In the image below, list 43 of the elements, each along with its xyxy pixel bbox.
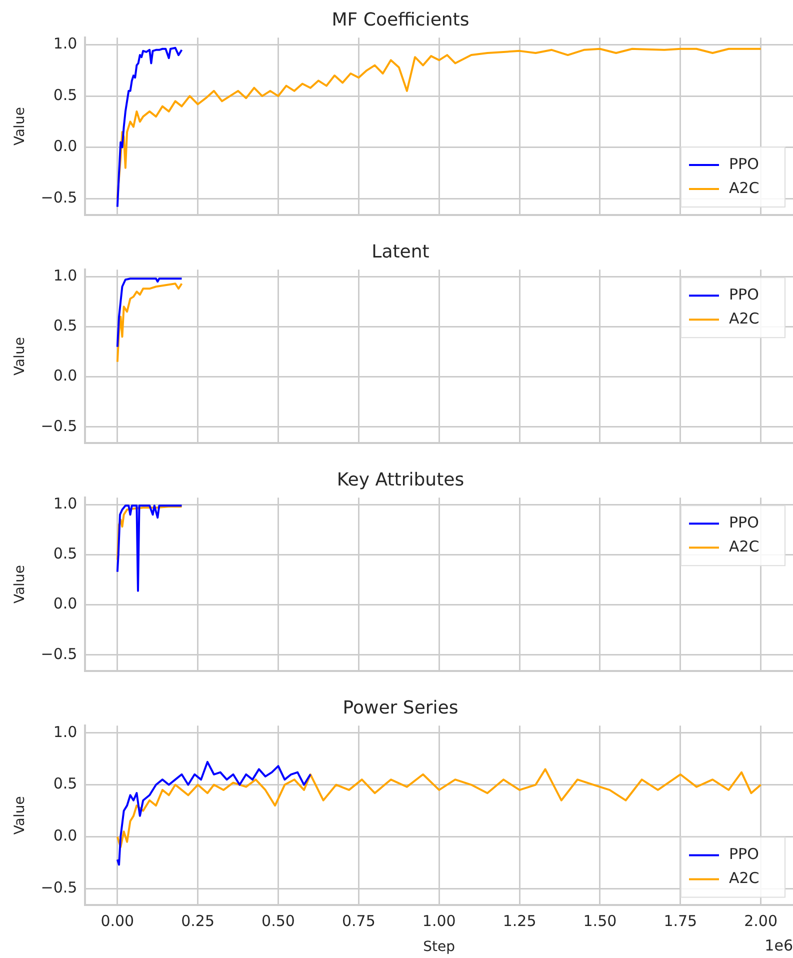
y-axis-title: Value <box>12 337 28 376</box>
y-tick-label: −0.5 <box>40 188 78 206</box>
y-axis-title: Value <box>12 565 28 604</box>
y-tick-label: −0.5 <box>40 644 78 663</box>
legend-label: PPO <box>729 154 759 173</box>
legend-label: A2C <box>729 309 760 328</box>
legend-label: PPO <box>729 845 759 864</box>
y-tick-label: 1.0 <box>53 494 78 513</box>
chart-title: MF Coefficients <box>332 9 470 30</box>
legend-label: A2C <box>729 178 760 197</box>
x-tick-label: 1.75 <box>664 912 698 930</box>
legend-label: A2C <box>729 537 760 556</box>
y-tick-label: 0.5 <box>53 544 78 563</box>
y-tick-label: 0.5 <box>53 86 78 104</box>
x-tick-label: 0.25 <box>181 912 215 930</box>
legend-label: PPO <box>729 285 759 304</box>
y-tick-label: 0.0 <box>53 594 78 613</box>
y-tick-label: 0.0 <box>53 826 78 845</box>
y-tick-label: −0.5 <box>40 878 78 896</box>
y-tick-label: 0.0 <box>53 366 78 385</box>
legend-label: PPO <box>729 513 759 532</box>
x-tick-label: 2.00 <box>744 912 778 930</box>
chart-title: Key Attributes <box>336 469 464 490</box>
chart-title: Power Series <box>342 697 458 718</box>
y-tick-label: 0.5 <box>53 774 78 793</box>
x-axis-title: Step <box>423 939 456 956</box>
text: 1e6 <box>764 936 793 954</box>
x-tick-label: 1.50 <box>583 912 617 930</box>
x-tick-label: 0.50 <box>262 912 295 930</box>
legend-label: A2C <box>729 869 760 888</box>
y-tick-label: 0.0 <box>53 137 78 156</box>
y-tick-label: 1.0 <box>53 266 78 285</box>
y-axis-title: Value <box>12 796 28 835</box>
y-tick-label: 0.5 <box>53 316 78 335</box>
chart-title: Latent <box>372 241 430 262</box>
x-tick-label: 1.00 <box>422 912 456 930</box>
x-tick-label: 0.75 <box>342 912 376 930</box>
x-tick-label: 0.00 <box>100 912 134 930</box>
y-tick-label: 1.0 <box>53 722 78 741</box>
y-tick-label: 1.0 <box>53 34 78 53</box>
y-tick-label: −0.5 <box>40 416 78 435</box>
x-tick-label: 1.25 <box>502 912 536 930</box>
y-axis-title: Value <box>12 107 28 146</box>
